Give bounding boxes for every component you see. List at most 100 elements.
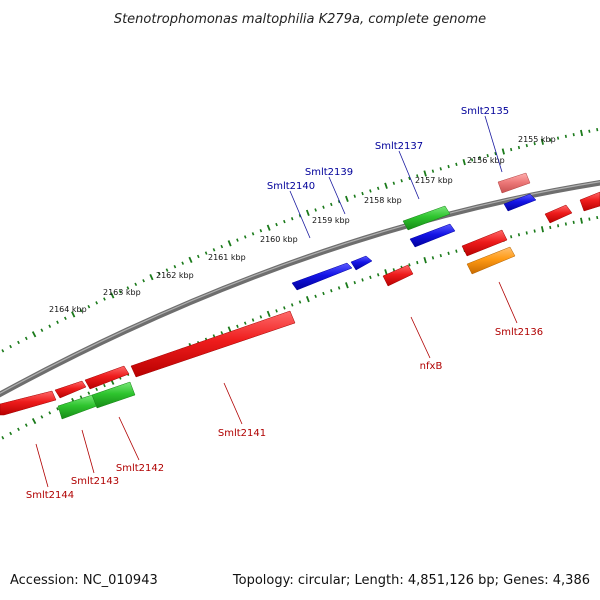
minor-tick bbox=[157, 271, 161, 276]
major-tick bbox=[149, 274, 154, 281]
minor-tick bbox=[517, 233, 521, 237]
minor-tick bbox=[533, 142, 536, 146]
gene-red-2133[interactable] bbox=[579, 191, 600, 212]
gene-blue-2137b[interactable] bbox=[409, 223, 456, 248]
gene-blue-2135b[interactable] bbox=[503, 193, 537, 212]
gene-label-smlt2143: Smlt2143 bbox=[71, 476, 119, 487]
minor-tick bbox=[79, 308, 83, 313]
minor-tick bbox=[48, 324, 52, 328]
major-tick bbox=[31, 331, 37, 338]
gene-smlt2135[interactable] bbox=[497, 172, 531, 194]
minor-tick bbox=[431, 169, 435, 173]
minor-tick bbox=[376, 186, 380, 191]
minor-tick bbox=[369, 189, 372, 193]
leader-smlt2143 bbox=[81, 429, 95, 474]
minor-tick bbox=[517, 145, 521, 150]
major-tick bbox=[266, 224, 271, 231]
gene-smlt2136[interactable] bbox=[461, 229, 508, 257]
minor-tick bbox=[48, 411, 52, 415]
minor-tick bbox=[439, 253, 442, 258]
minor-tick bbox=[95, 301, 99, 305]
major-tick bbox=[462, 158, 466, 166]
minor-tick bbox=[353, 280, 356, 285]
major-tick bbox=[345, 195, 349, 203]
minor-tick bbox=[181, 261, 185, 265]
scale-label-2162: 2162 kbp bbox=[156, 271, 194, 280]
minor-tick bbox=[243, 235, 247, 239]
gene-smlt2143[interactable] bbox=[57, 394, 98, 420]
gene-smlt2142[interactable] bbox=[91, 381, 136, 409]
gene-smlt2139[interactable] bbox=[350, 255, 373, 271]
major-tick bbox=[227, 240, 232, 247]
minor-tick bbox=[259, 229, 263, 233]
minor-tick bbox=[220, 331, 224, 335]
minor-tick bbox=[525, 143, 528, 148]
minor-tick bbox=[337, 286, 341, 290]
minor-tick bbox=[173, 264, 177, 269]
scale-label-2164: 2164 kbp bbox=[49, 305, 87, 314]
minor-tick bbox=[9, 344, 13, 349]
leader-smlt2142 bbox=[118, 416, 140, 461]
gene-label-smlt2135: Smlt2135 bbox=[461, 106, 509, 117]
minor-tick bbox=[588, 129, 591, 133]
minor-tick bbox=[126, 286, 130, 290]
gene-orange-2136b[interactable] bbox=[466, 246, 516, 275]
minor-tick bbox=[330, 202, 333, 207]
minor-tick bbox=[322, 205, 325, 209]
minor-tick bbox=[1, 349, 5, 353]
minor-tick bbox=[314, 294, 317, 298]
minor-tick bbox=[40, 415, 44, 419]
minor-tick bbox=[196, 254, 200, 259]
map-title: Stenotrophomonas maltophilia K279a, comp… bbox=[114, 12, 486, 27]
minor-tick bbox=[259, 315, 263, 319]
minor-tick bbox=[134, 282, 138, 287]
leader-smlt2136 bbox=[498, 281, 518, 324]
gene-smlt2144[interactable] bbox=[0, 390, 57, 416]
minor-tick bbox=[56, 407, 59, 411]
major-tick bbox=[384, 182, 388, 189]
minor-tick bbox=[251, 318, 255, 322]
topology-text: Topology: circular; Length: 4,851,126 bp… bbox=[232, 573, 590, 588]
gene-label-smlt2141: Smlt2141 bbox=[218, 428, 266, 439]
minor-tick bbox=[275, 222, 278, 227]
gene-nfxb[interactable] bbox=[382, 264, 414, 287]
minor-tick bbox=[596, 215, 599, 220]
gene-label-smlt2139: Smlt2139 bbox=[305, 167, 353, 178]
outer-scale-ring bbox=[1, 127, 599, 353]
scale-label-2157: 2157 kbp bbox=[415, 176, 453, 185]
minor-tick bbox=[455, 249, 458, 253]
minor-tick bbox=[236, 238, 239, 242]
minor-tick bbox=[510, 147, 513, 152]
minor-tick bbox=[361, 191, 364, 196]
minor-tick bbox=[525, 231, 528, 235]
gene-smlt2140[interactable] bbox=[291, 262, 353, 291]
minor-tick bbox=[392, 181, 396, 185]
minor-tick bbox=[290, 217, 294, 221]
gene-red-2143b[interactable] bbox=[84, 365, 130, 390]
leader-smlt2135 bbox=[484, 115, 503, 173]
minor-tick bbox=[596, 127, 599, 132]
gene-smlt2141[interactable] bbox=[130, 310, 296, 378]
scale-label-2155: 2155 kbp bbox=[518, 135, 556, 144]
minor-tick bbox=[165, 268, 169, 272]
minor-tick bbox=[79, 395, 83, 399]
leader-smlt2139 bbox=[328, 176, 346, 215]
gene-label-smlt2136: Smlt2136 bbox=[495, 327, 543, 338]
minor-tick bbox=[95, 387, 99, 392]
minor-tick bbox=[439, 167, 442, 171]
gene-smlt2137[interactable] bbox=[402, 205, 451, 231]
major-tick bbox=[71, 311, 76, 318]
gene-red-2143a[interactable] bbox=[54, 380, 87, 399]
minor-tick bbox=[392, 268, 396, 272]
major-tick bbox=[110, 292, 115, 299]
minor-tick bbox=[322, 291, 325, 296]
minor-tick bbox=[556, 136, 560, 140]
gene-label-nfxb: nfxB bbox=[420, 361, 443, 372]
gene-label-smlt2142: Smlt2142 bbox=[116, 463, 164, 474]
gene-red-2134[interactable] bbox=[544, 204, 573, 224]
gene-label-smlt2144: Smlt2144 bbox=[26, 490, 74, 501]
minor-tick bbox=[212, 248, 216, 252]
major-tick bbox=[188, 256, 193, 263]
major-tick bbox=[345, 282, 349, 289]
